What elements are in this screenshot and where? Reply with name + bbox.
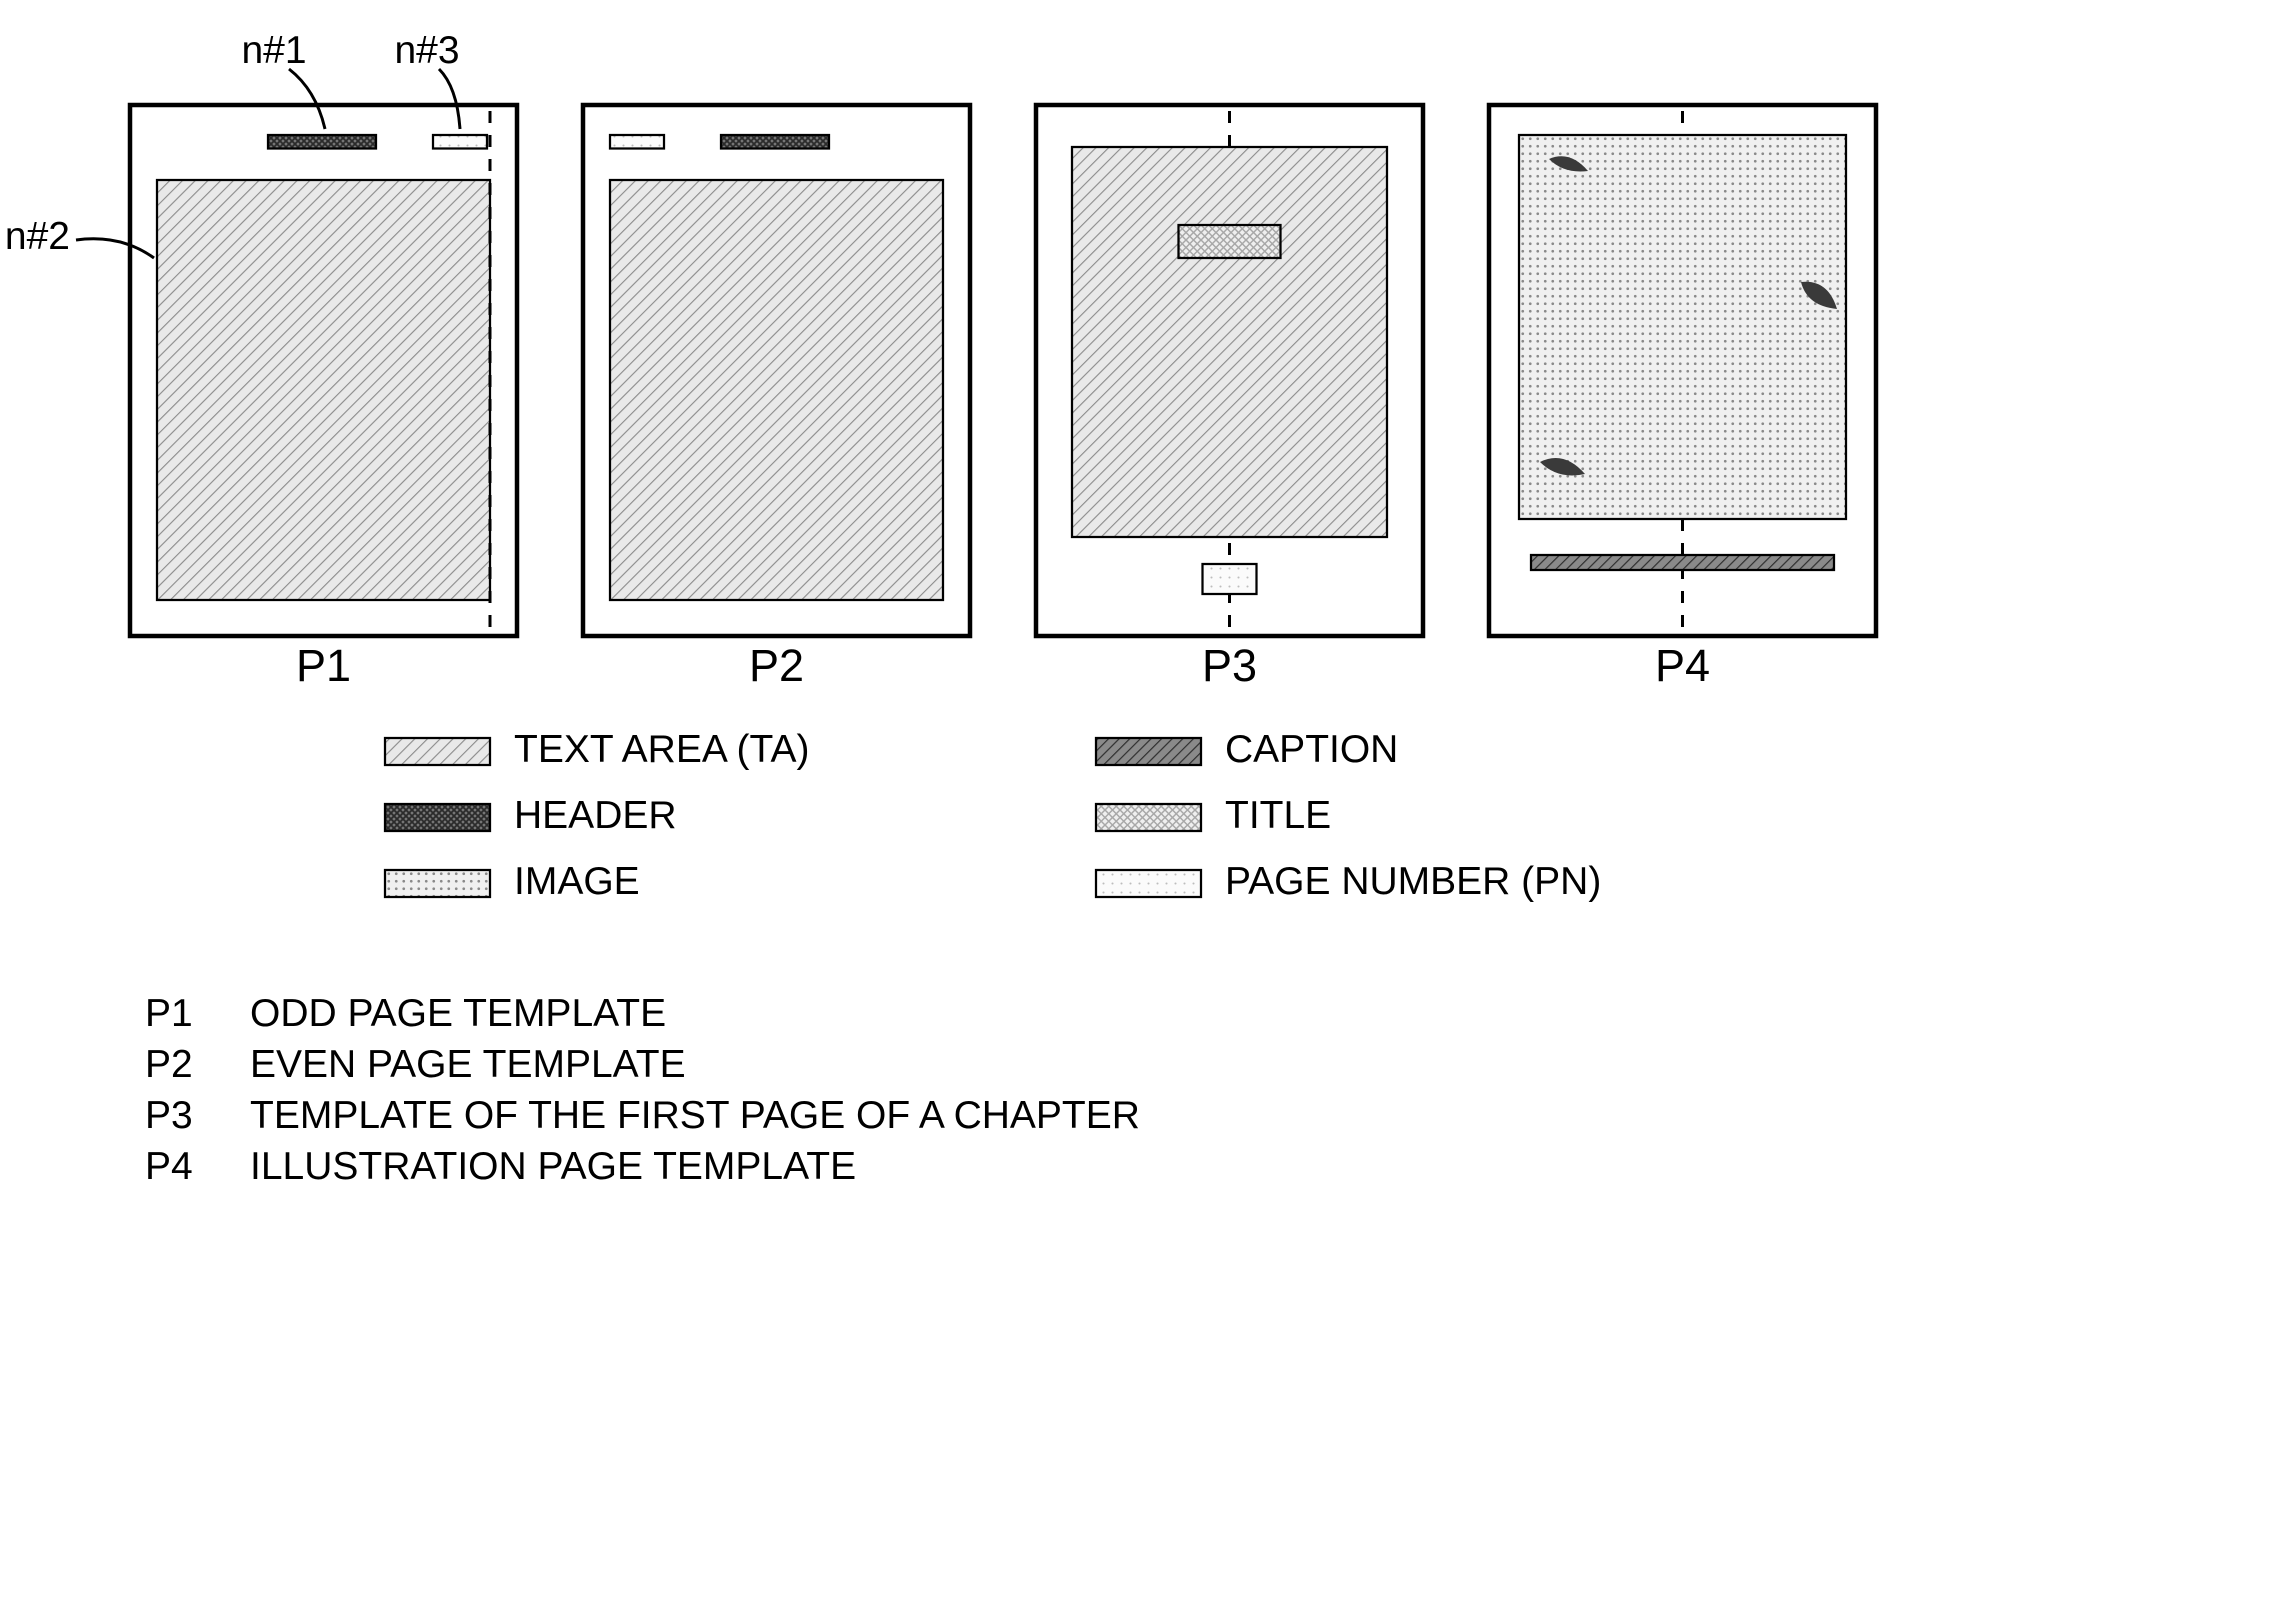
desc-code-P1: P1 <box>145 992 193 1035</box>
page-p2 <box>583 105 970 636</box>
label-p2: P2 <box>749 640 804 691</box>
p1-pn <box>433 135 487 149</box>
p3-textarea <box>1072 147 1387 537</box>
page-p4 <box>1489 105 1876 636</box>
p2-textarea <box>610 180 943 600</box>
callout-n1: n#1 <box>241 29 306 72</box>
legend-swatch-pn <box>1096 870 1201 897</box>
legend-label-pn: PAGE NUMBER (PN) <box>1225 860 1601 903</box>
desc-text-P4: ILLUSTRATION PAGE TEMPLATE <box>250 1145 856 1188</box>
p2-header <box>721 135 829 149</box>
legend-swatch-textarea <box>385 738 490 765</box>
p3-pn <box>1203 564 1257 594</box>
desc-code-P3: P3 <box>145 1094 193 1137</box>
desc-text-P3: TEMPLATE OF THE FIRST PAGE OF A CHAPTER <box>250 1094 1140 1137</box>
label-p1: P1 <box>296 640 351 691</box>
callout-n2: n#2 <box>5 215 70 258</box>
desc-text-P1: ODD PAGE TEMPLATE <box>250 992 666 1035</box>
legend-swatch-title <box>1096 804 1201 831</box>
p2-pn <box>610 135 664 149</box>
desc-text-P2: EVEN PAGE TEMPLATE <box>250 1043 686 1086</box>
callout-n3: n#3 <box>394 29 459 72</box>
legend-label-image: IMAGE <box>514 860 640 903</box>
p1-header <box>268 135 376 149</box>
legend-swatch-header <box>385 804 490 831</box>
label-p3: P3 <box>1202 640 1257 691</box>
legend-label-caption: CAPTION <box>1225 728 1398 771</box>
page-p1 <box>130 105 517 636</box>
p3-title <box>1179 225 1281 258</box>
page-p3 <box>1036 105 1423 636</box>
legend-swatch-image <box>385 870 490 897</box>
desc-code-P4: P4 <box>145 1145 193 1188</box>
legend-label-textarea: TEXT AREA (TA) <box>514 728 809 771</box>
p1-textarea <box>157 180 490 600</box>
label-p4: P4 <box>1655 640 1710 691</box>
legend-swatch-caption <box>1096 738 1201 765</box>
p4-caption <box>1531 555 1834 570</box>
desc-code-P2: P2 <box>145 1043 193 1086</box>
legend-label-header: HEADER <box>514 794 677 837</box>
legend-label-title: TITLE <box>1225 794 1331 837</box>
